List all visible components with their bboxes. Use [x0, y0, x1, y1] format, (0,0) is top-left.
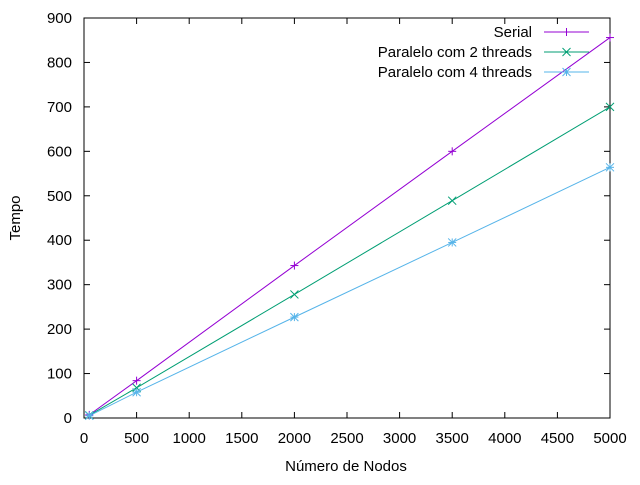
x-tick-label: 3000: [383, 430, 416, 447]
series-3-point: [605, 162, 615, 172]
legend: Serial Paralelo com 2 threads Paralelo com…: [378, 24, 589, 81]
x-tick-label: 1500: [225, 430, 258, 447]
series-3-point-stroke: [132, 387, 141, 397]
series-3-point: [290, 312, 299, 322]
y-tick-label: 0: [64, 410, 72, 427]
x-tick-label: 5000: [593, 430, 626, 447]
y-tick-label: 400: [47, 232, 72, 249]
x-tick-label: 4000: [488, 430, 521, 447]
x-tick-label: 1000: [173, 430, 206, 447]
legend-marker-1: [562, 28, 571, 36]
series-1-line: [88, 37, 611, 416]
y-tick-label: 100: [47, 366, 72, 383]
series-3-point-stroke: [84, 411, 94, 421]
legend-label-3: Paralelo com 4 threads: [378, 64, 532, 81]
series-2-point: [290, 290, 299, 299]
legend-marker-3: [562, 67, 571, 77]
series-3: [84, 162, 615, 421]
series-2-line: [89, 106, 611, 416]
series-3-point: [132, 387, 141, 397]
y-tick-label: 500: [47, 188, 72, 205]
y-tick-label: 600: [47, 143, 72, 160]
series-layer: [84, 33, 615, 421]
series-2-point-stroke: [605, 102, 615, 112]
series-3-point: [84, 411, 94, 421]
series-2: [84, 102, 615, 420]
series-1-point: [290, 261, 299, 270]
y-tick-label: 800: [47, 54, 72, 71]
x-tick-label: 0: [80, 430, 88, 447]
series-3-point-stroke: [290, 312, 299, 322]
series-3-point-stroke: [605, 162, 615, 172]
x-tick-label: 2500: [330, 430, 363, 447]
series-1-point: [606, 33, 614, 42]
series-1: [85, 33, 614, 419]
legend-marker-2: [562, 47, 571, 57]
x-tick-label: 4500: [541, 430, 574, 447]
series-2-point-stroke: [290, 290, 299, 299]
x-tick-label: 500: [124, 430, 149, 447]
legend-marker-3-stroke: [562, 67, 571, 77]
y-axis-label: Tempo: [7, 195, 24, 240]
series-2-point: [447, 196, 457, 206]
series-2-point: [605, 102, 615, 112]
series-1-point: [132, 376, 141, 385]
legend-label-2: Paralelo com 2 threads: [378, 44, 532, 61]
x-axis-label: Número de Nodos: [285, 458, 407, 475]
series-3-line: [89, 166, 611, 417]
x-tick-label: 2000: [278, 430, 311, 447]
y-tick-label: 200: [47, 321, 72, 338]
axes: 0 500 1000 1500 2000 2500 3000 3500 4000 4500 5000…: [47, 10, 627, 447]
x-tick-label: 3500: [436, 430, 469, 447]
y-tick-label: 300: [47, 277, 72, 294]
series-2-point-stroke: [447, 196, 457, 206]
legend-label-1: Serial: [494, 24, 532, 41]
legend-marker-2-stroke: [562, 47, 571, 57]
series-3-point-stroke: [447, 238, 457, 247]
y-tick-label: 900: [47, 10, 72, 27]
series-2-point-stroke: [132, 383, 141, 393]
y-tick-label: 700: [47, 99, 72, 116]
series-3-point: [447, 238, 457, 247]
series-1-point: [448, 147, 457, 156]
